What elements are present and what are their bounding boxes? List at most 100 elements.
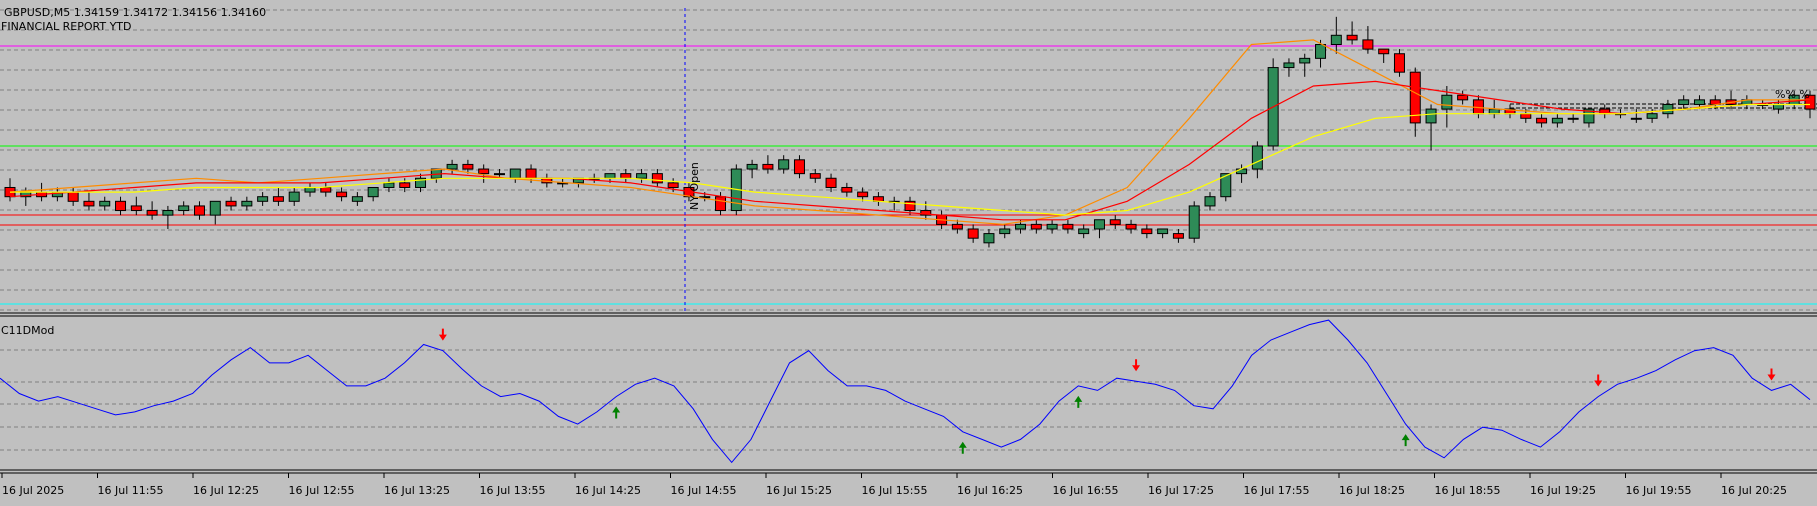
candle	[809, 169, 821, 183]
candle	[1046, 219, 1058, 234]
candle	[1583, 108, 1595, 128]
candle-body	[446, 163, 458, 170]
time-tick-label: 16 Jul 17:25	[1148, 484, 1214, 497]
candle-body	[1583, 108, 1595, 124]
candle	[1078, 224, 1090, 239]
candle-body	[241, 200, 253, 207]
candle	[351, 192, 363, 206]
candle	[462, 159, 474, 174]
candle	[415, 173, 427, 193]
candle	[162, 205, 174, 229]
candle-body	[715, 196, 727, 212]
time-tick-label: 16 Jul 18:55	[1435, 484, 1501, 497]
up-arrow-icon	[1074, 395, 1083, 408]
candle-body	[1330, 34, 1342, 46]
candle	[1409, 67, 1421, 137]
candle-body	[115, 200, 127, 212]
time-tick-label: 16 Jul 18:25	[1339, 484, 1405, 497]
candle-body	[1393, 53, 1405, 73]
time-tick-label: 16 Jul 14:25	[575, 484, 641, 497]
candle-body	[1125, 223, 1137, 230]
candle-body	[1488, 108, 1500, 115]
candle-body	[367, 186, 379, 198]
candle-body	[651, 173, 663, 184]
oscillator	[0, 319, 1811, 464]
candle-body	[1409, 71, 1421, 124]
candle-body	[1251, 145, 1263, 170]
candle	[1425, 104, 1437, 151]
candle-body	[904, 200, 916, 212]
candle-body	[415, 177, 427, 188]
candle	[1362, 26, 1374, 54]
candle-body	[1362, 39, 1374, 50]
candle	[999, 224, 1011, 239]
candle-body	[1772, 103, 1784, 110]
time-tick-label: 16 Jul 15:25	[766, 484, 832, 497]
down-arrow-icon	[1132, 359, 1141, 372]
candle-body	[178, 205, 190, 212]
candle-body	[620, 173, 632, 179]
candle-body	[304, 186, 316, 193]
candle-body	[841, 186, 853, 193]
candle-body	[1030, 223, 1042, 230]
time-tick-label: 16 Jul 20:25	[1721, 484, 1787, 497]
candle-body	[1441, 94, 1453, 110]
candle	[1662, 99, 1674, 119]
candle-body	[604, 173, 616, 179]
candle-body	[383, 182, 395, 188]
candle	[130, 196, 142, 216]
candle-body	[793, 159, 805, 175]
candle-body	[1220, 173, 1232, 198]
candle-body	[1662, 103, 1674, 115]
candle-body	[1520, 113, 1532, 119]
candle	[1330, 16, 1342, 54]
candle	[146, 201, 158, 220]
candle	[1251, 141, 1263, 179]
candle-body	[130, 205, 142, 212]
candle	[746, 159, 758, 179]
indicator-name: C11DMod	[1, 324, 54, 337]
candle-body	[1015, 223, 1027, 230]
candle	[778, 155, 790, 174]
candle	[1172, 228, 1184, 243]
candle-body	[1457, 94, 1469, 101]
candle	[651, 169, 663, 188]
time-tick-label: 16 Jul 2025	[2, 484, 64, 497]
candle-body	[1078, 228, 1090, 235]
candle	[983, 228, 995, 248]
moving-average-line	[9, 80, 1811, 221]
candle	[336, 187, 348, 202]
candle-body	[462, 163, 474, 170]
candle-body	[1630, 117, 1642, 120]
candle-body	[1536, 117, 1548, 124]
candle-body	[478, 168, 490, 175]
candle-body	[272, 196, 284, 202]
candle-body	[525, 168, 537, 179]
candle	[1062, 219, 1074, 234]
candle	[272, 187, 284, 206]
candle-body	[1693, 99, 1705, 105]
candle	[1678, 95, 1690, 110]
candle	[841, 182, 853, 197]
time-tick-label: 16 Jul 19:55	[1626, 484, 1692, 497]
candle-body	[225, 200, 237, 207]
candle-body	[1346, 34, 1358, 41]
candle	[1536, 113, 1548, 128]
session-label: NY Open	[688, 162, 701, 210]
candle-body	[1551, 117, 1563, 124]
candle	[1315, 39, 1327, 68]
time-tick-label: 16 Jul 16:25	[957, 484, 1023, 497]
candle	[1204, 192, 1216, 211]
time-tick-label: 16 Jul 13:25	[384, 484, 450, 497]
candle	[478, 164, 490, 183]
candle	[1188, 201, 1200, 243]
down-arrow-icon	[1767, 368, 1776, 381]
time-tick-label: 16 Jul 15:55	[862, 484, 928, 497]
candle	[1141, 224, 1153, 239]
candle	[1378, 48, 1390, 63]
candle-body	[636, 173, 648, 179]
candle	[1630, 109, 1642, 123]
time-tick-label: 16 Jul 11:55	[98, 484, 164, 497]
